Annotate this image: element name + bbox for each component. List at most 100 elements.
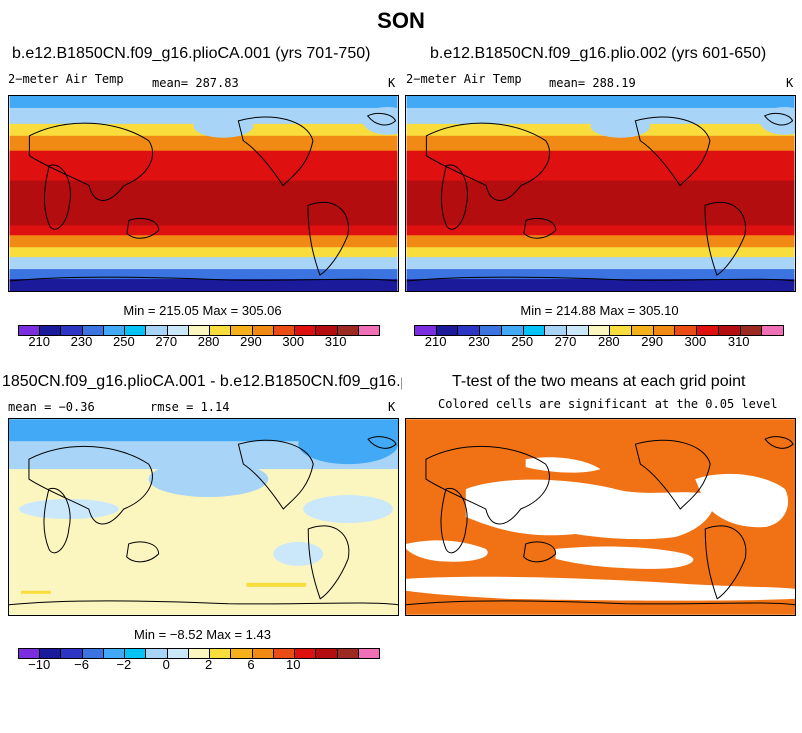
panel4-subtitle: Colored cells are significant at the 0.0… bbox=[438, 397, 778, 411]
panel3-difference-field bbox=[9, 419, 398, 615]
colorbar-swatch bbox=[697, 326, 719, 335]
panel2-colorbar-ticks: 210 230 250 270 280 290 300 310 bbox=[414, 334, 782, 349]
colorbar-swatch bbox=[19, 326, 41, 335]
panel4-map bbox=[405, 418, 796, 616]
panel2-units-label: K bbox=[786, 76, 794, 90]
colorbar-swatch bbox=[210, 649, 232, 658]
colorbar-swatch bbox=[358, 326, 379, 335]
colorbar-tick-label: 10 bbox=[286, 657, 301, 672]
colorbar-swatch bbox=[523, 326, 546, 335]
colorbar-swatch bbox=[125, 326, 147, 335]
colorbar-swatch bbox=[103, 649, 126, 658]
panel1-temperature-field bbox=[9, 96, 398, 291]
panel1-colorbar-ticks: 210 230 250 270 280 290 300 310 bbox=[18, 334, 378, 349]
panel2-map bbox=[405, 95, 796, 292]
colorbar-swatch bbox=[82, 326, 104, 335]
colorbar-tick-label: 210 bbox=[28, 334, 51, 349]
colorbar-swatch bbox=[146, 326, 168, 335]
colorbar-tick-label: 2 bbox=[204, 657, 213, 672]
colorbar-tick-label: 290 bbox=[641, 334, 663, 349]
panel3-colorbar bbox=[18, 648, 380, 659]
colorbar-swatch bbox=[610, 326, 633, 335]
panel1-mean-label: mean= 287.83 bbox=[152, 76, 239, 90]
panel2-mean-label: mean= 288.19 bbox=[549, 76, 636, 90]
colorbar-swatch bbox=[146, 649, 168, 658]
panel2-title: b.e12.B1850CN.f09_g16.plio.002 (yrs 601-… bbox=[430, 45, 767, 62]
colorbar-swatch bbox=[125, 649, 147, 658]
panel2-variable-label: 2−meter Air Temp bbox=[406, 72, 522, 86]
figure-title: SON bbox=[377, 8, 425, 33]
colorbar-swatch bbox=[566, 326, 589, 335]
colorbar-swatch bbox=[231, 649, 253, 658]
colorbar-tick-label: 6 bbox=[247, 657, 255, 672]
colorbar-swatch bbox=[415, 326, 437, 335]
colorbar-swatch bbox=[19, 649, 41, 658]
colorbar-swatch bbox=[316, 649, 338, 658]
panel3-units-label: K bbox=[388, 400, 396, 414]
colorbar-swatch bbox=[210, 326, 232, 335]
colorbar-swatch bbox=[458, 326, 481, 335]
colorbar-swatch bbox=[337, 649, 359, 658]
colorbar-tick-label: 0 bbox=[162, 657, 170, 672]
colorbar-swatch bbox=[501, 326, 524, 335]
colorbar-swatch bbox=[480, 326, 502, 335]
colorbar-tick-label: −10 bbox=[28, 657, 51, 672]
colorbar-swatch bbox=[295, 326, 317, 335]
panel1-map bbox=[8, 95, 399, 292]
panel1-colorbar bbox=[18, 325, 380, 336]
colorbar-swatch bbox=[167, 326, 189, 335]
colorbar-tick-label: −6 bbox=[74, 657, 89, 672]
colorbar-swatch bbox=[718, 326, 741, 335]
colorbar-swatch bbox=[588, 326, 611, 335]
colorbar-swatch bbox=[103, 326, 126, 335]
panel2-temperature-field bbox=[406, 96, 795, 291]
panel2-colorbar bbox=[414, 325, 784, 336]
panel3-colorbar-ticks: −10 −6 −2 0 2 6 10 bbox=[18, 657, 378, 672]
colorbar-swatch bbox=[295, 649, 317, 658]
colorbar-swatch bbox=[740, 326, 763, 335]
colorbar-swatch bbox=[316, 326, 338, 335]
colorbar-tick-label: 230 bbox=[468, 334, 490, 349]
colorbar-swatch bbox=[545, 326, 567, 335]
colorbar-tick-label: 250 bbox=[113, 334, 135, 349]
colorbar-swatch bbox=[675, 326, 698, 335]
colorbar-tick-label: 280 bbox=[197, 334, 220, 349]
colorbar-tick-label: 290 bbox=[240, 334, 262, 349]
colorbar-swatch bbox=[188, 649, 211, 658]
colorbar-tick-label: 310 bbox=[324, 334, 347, 349]
panel1-min-max: Min = 215.05 Max = 305.06 bbox=[123, 303, 282, 318]
colorbar-swatch bbox=[762, 326, 783, 335]
colorbar-swatch bbox=[653, 326, 676, 335]
colorbar-swatch bbox=[273, 649, 296, 658]
panel4-significance-field bbox=[406, 419, 795, 615]
colorbar-tick-label: −2 bbox=[116, 657, 132, 672]
colorbar-tick-label: 270 bbox=[155, 334, 178, 349]
colorbar-swatch bbox=[632, 326, 654, 335]
colorbar-swatch bbox=[252, 649, 274, 658]
panel2-min-max: Min = 214.88 Max = 305.10 bbox=[520, 303, 679, 318]
panel1-title: b.e12.B1850CN.f09_g16.plioCA.001 (yrs 70… bbox=[12, 45, 371, 62]
colorbar-tick-label: 300 bbox=[684, 334, 707, 349]
panel3-min-max: Min = −8.52 Max = 1.43 bbox=[134, 627, 271, 642]
panel3-mean-label: mean = −0.36 bbox=[8, 400, 95, 414]
colorbar-swatch bbox=[82, 649, 104, 658]
colorbar-tick-label: 280 bbox=[597, 334, 620, 349]
colorbar-swatch bbox=[40, 649, 62, 658]
panel3-rmse-label: rmse = 1.14 bbox=[150, 400, 230, 414]
colorbar-swatch bbox=[252, 326, 274, 335]
colorbar-swatch bbox=[40, 326, 62, 335]
colorbar-swatch bbox=[358, 649, 379, 658]
panel1-units-label: K bbox=[388, 76, 396, 90]
colorbar-tick-label: 230 bbox=[70, 334, 93, 349]
colorbar-swatch bbox=[273, 326, 296, 335]
colorbar-swatch bbox=[61, 326, 83, 335]
colorbar-tick-label: 210 bbox=[424, 334, 447, 349]
panel1-variable-label: 2−meter Air Temp bbox=[8, 72, 124, 86]
panel3-map bbox=[8, 418, 399, 616]
panel4-title: T-test of the two means at each grid poi… bbox=[452, 373, 746, 390]
colorbar-tick-label: 310 bbox=[727, 334, 750, 349]
colorbar-swatch bbox=[188, 326, 211, 335]
colorbar-swatch bbox=[167, 649, 189, 658]
colorbar-tick-label: 300 bbox=[282, 334, 305, 349]
colorbar-swatch bbox=[61, 649, 83, 658]
